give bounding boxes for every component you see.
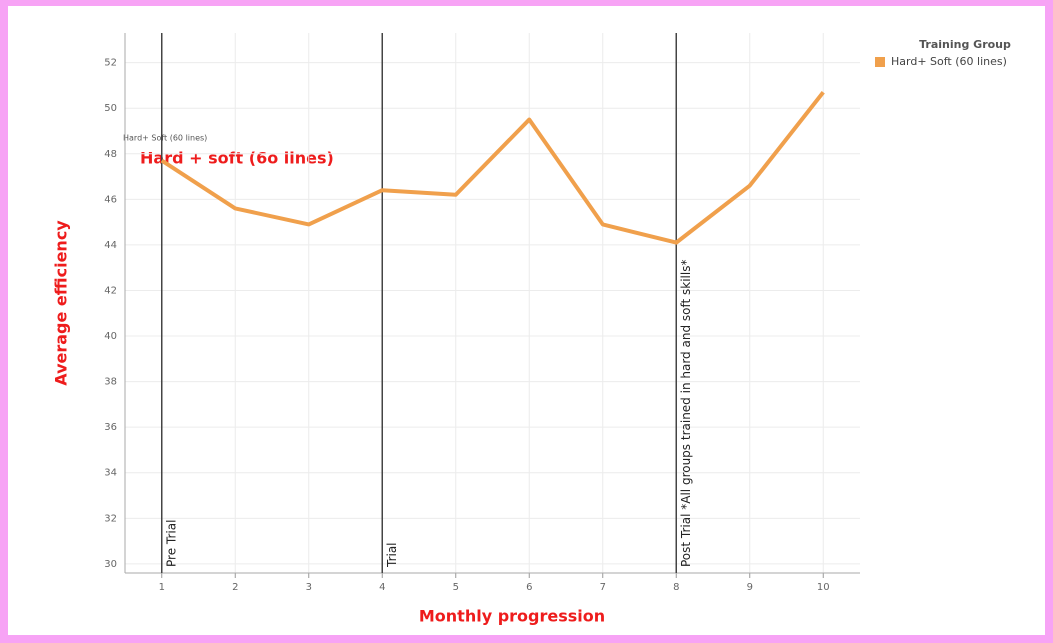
y-tick-label: 50 <box>104 103 117 114</box>
y-tick-label: 34 <box>104 468 117 479</box>
y-tick-label: 32 <box>104 513 117 524</box>
y-tick-label: 38 <box>104 377 117 388</box>
x-tick-label: 1 <box>159 582 165 593</box>
y-tick-label: 42 <box>104 285 117 296</box>
canvas <box>8 6 1045 635</box>
reference-label: Post Trial *All groups trained in hard a… <box>679 260 693 567</box>
y-tick-label: 52 <box>104 58 117 69</box>
y-tick-label: 40 <box>104 331 117 342</box>
annotation: Hard + soft (6o lines) <box>140 149 334 168</box>
y-tick-label: 44 <box>104 240 117 251</box>
y-axis-label: Average efficiency <box>52 220 71 386</box>
y-tick-label: 48 <box>104 149 117 160</box>
legend-title: Training Group <box>919 38 1011 51</box>
x-tick-label: 10 <box>817 582 830 593</box>
x-tick-label: 4 <box>379 582 385 593</box>
x-tick-label: 3 <box>306 582 312 593</box>
y-tick-label: 46 <box>104 194 117 205</box>
legend-label: Hard+ Soft (60 lines) <box>891 55 1007 68</box>
data-line <box>160 91 825 245</box>
x-axis-label: Monthly progression <box>419 607 605 626</box>
legend-swatch <box>875 57 885 67</box>
x-tick-label: 5 <box>453 582 459 593</box>
x-tick-label: 6 <box>526 582 532 593</box>
x-tick-label: 8 <box>673 582 679 593</box>
y-tick-label: 30 <box>104 559 117 570</box>
x-tick-label: 2 <box>232 582 238 593</box>
x-tick-label: 7 <box>600 582 606 593</box>
reference-label: Pre Trial <box>164 520 178 567</box>
y-tick-label: 36 <box>104 422 117 433</box>
annotation: Hard+ Soft (60 lines) <box>123 134 207 143</box>
x-tick-label: 9 <box>747 582 753 593</box>
reference-label: Trial <box>385 542 399 568</box>
